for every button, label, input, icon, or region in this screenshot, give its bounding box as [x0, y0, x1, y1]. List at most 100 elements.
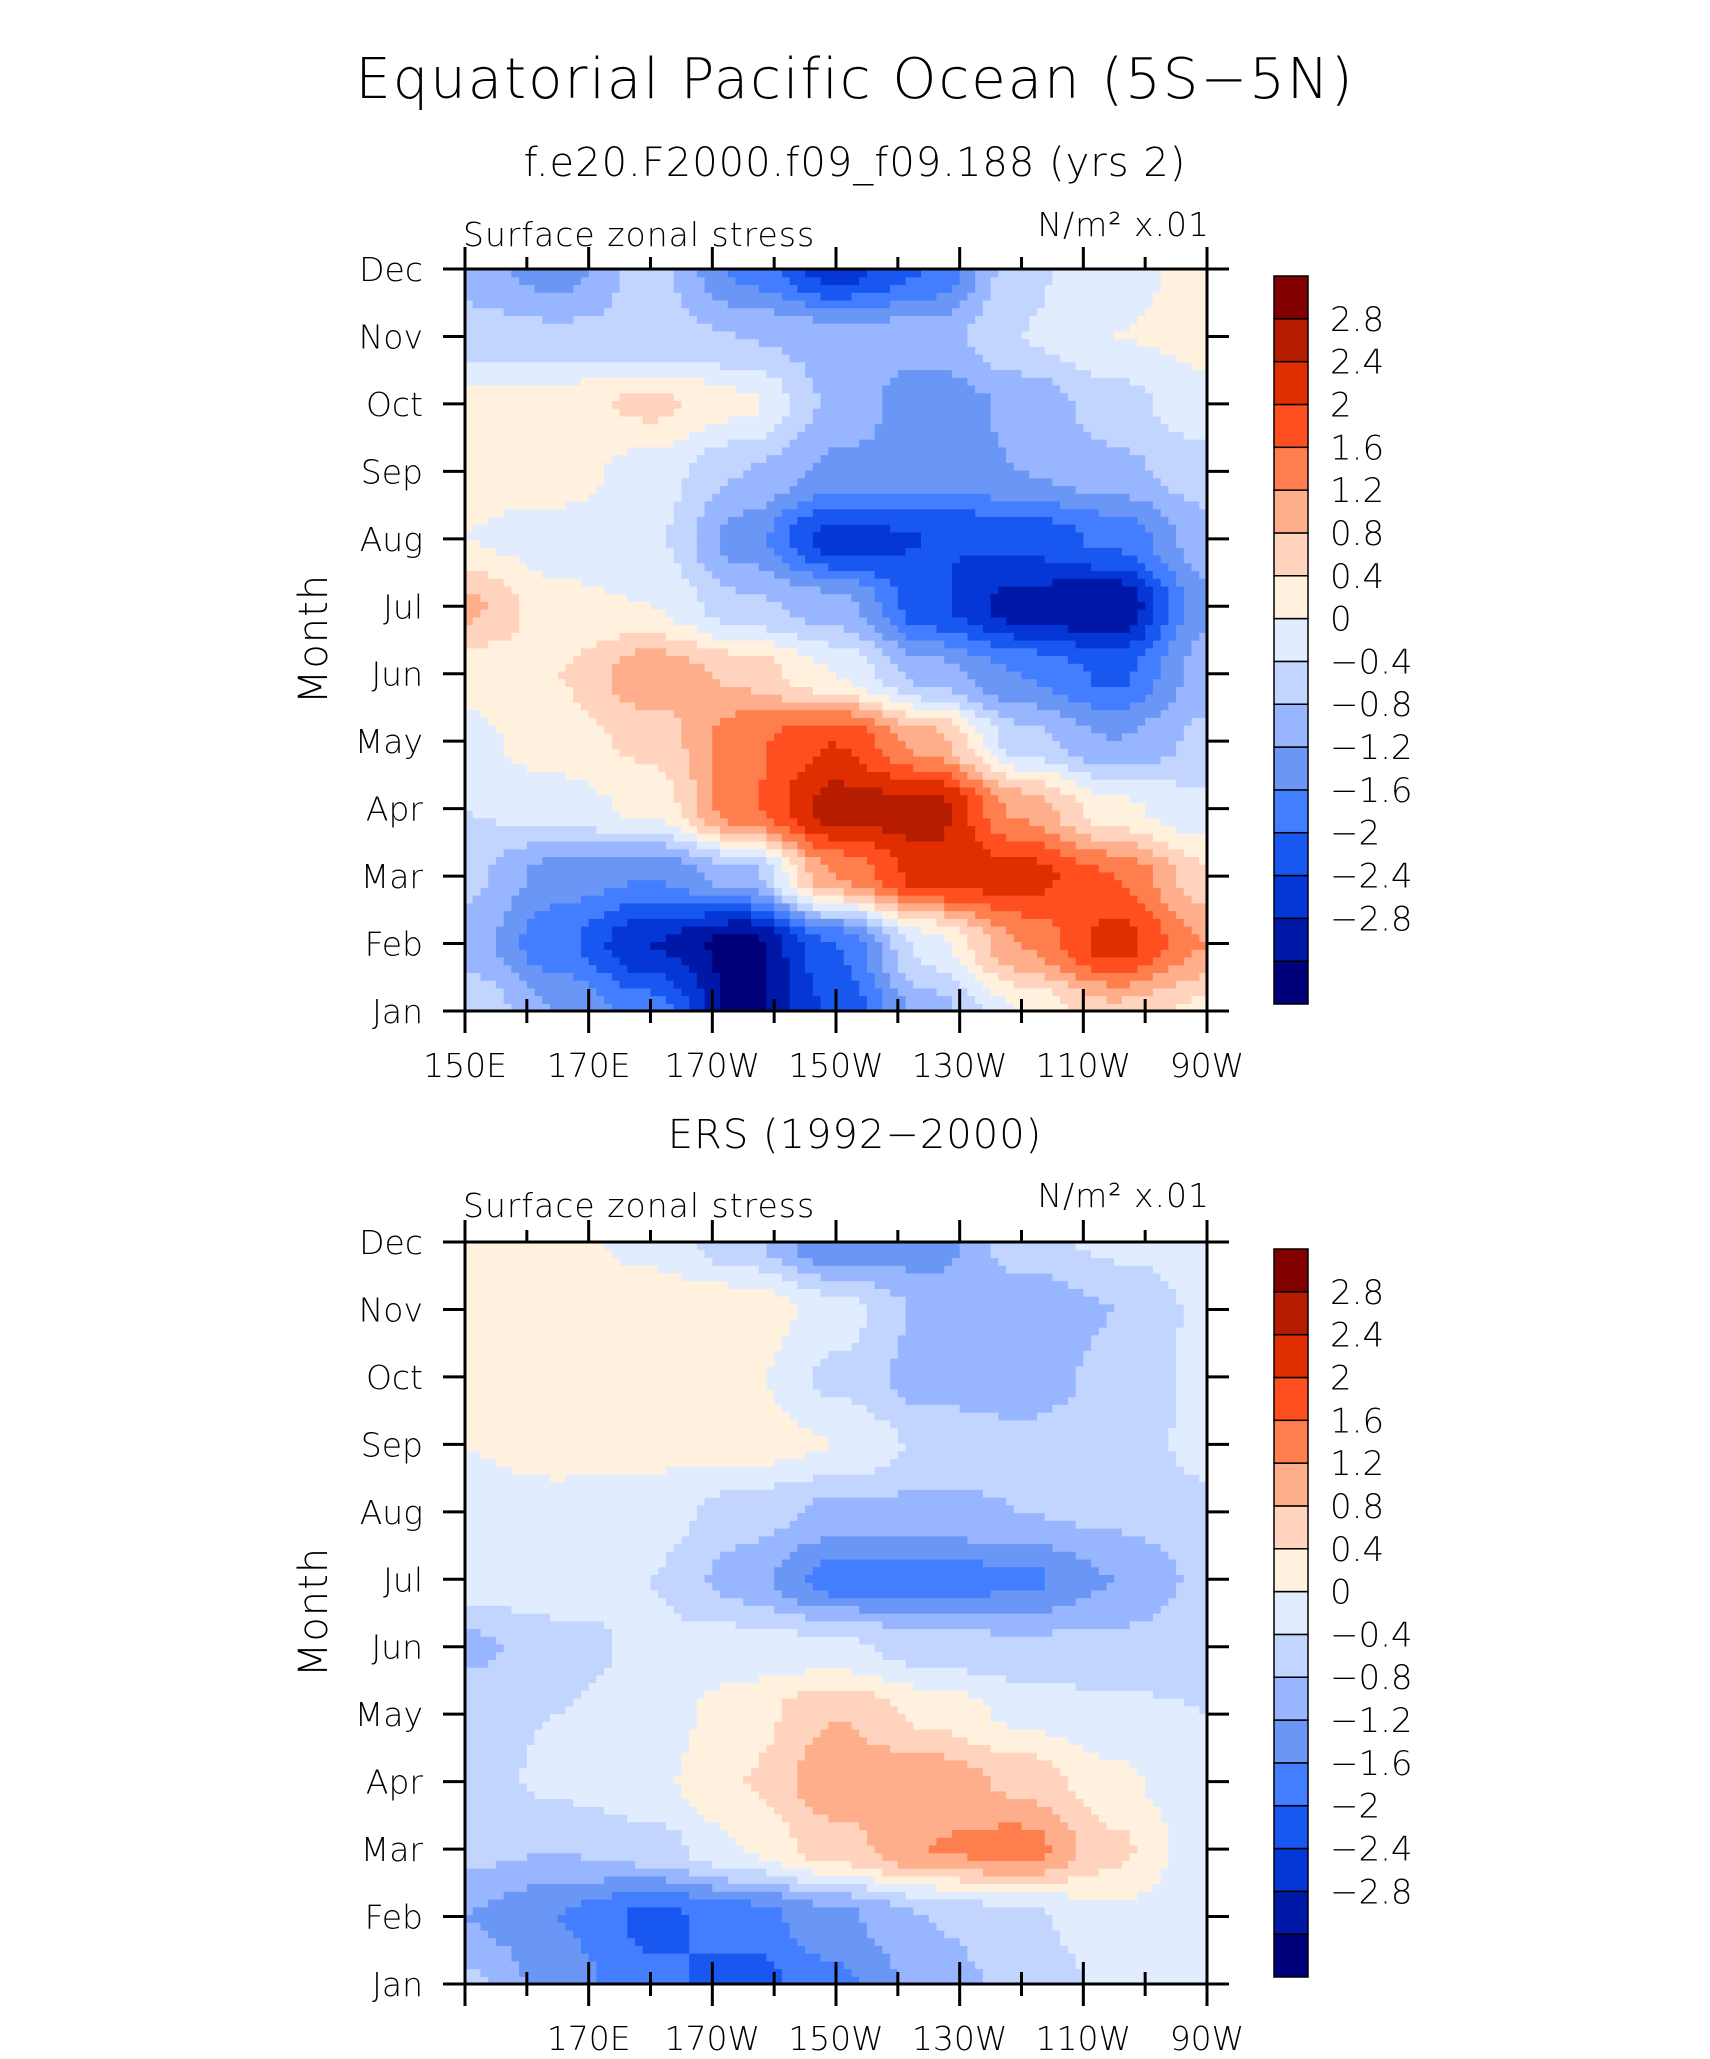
contour-cell: [781, 941, 806, 950]
contour-cell: [1083, 755, 1162, 765]
contour-cell: [990, 392, 1069, 401]
contour-cell: [1176, 539, 1208, 548]
contour-cell: [1160, 346, 1208, 355]
contour-cell: [1044, 1512, 1208, 1521]
contour-cell: [526, 918, 590, 927]
contour-cell: [820, 585, 876, 595]
contour-cell: [812, 794, 945, 803]
contour-cell: [720, 1489, 899, 1498]
contour-cell: [480, 1922, 567, 1931]
contour-cell: [1091, 431, 1185, 440]
contour-cell: [967, 338, 1030, 347]
contour-cell: [866, 941, 883, 950]
contour-cell: [588, 709, 675, 718]
contour-cell: [859, 1605, 1054, 1614]
contour-cell: [1152, 848, 1185, 858]
contour-cell: [982, 779, 999, 788]
contour-cell: [781, 840, 798, 850]
contour-cell: [897, 925, 922, 935]
contour-cell: [967, 323, 1030, 332]
colorbar-swatch: [1273, 575, 1309, 620]
contour-cell: [704, 941, 768, 950]
contour-cell: [1160, 284, 1208, 293]
contour-cell: [967, 1759, 1054, 1769]
contour-cell: [1083, 810, 1146, 819]
contour-cell: [627, 446, 706, 456]
contour-cell: [565, 771, 667, 780]
contour-cell: [1168, 941, 1208, 950]
contour-cell: [1083, 987, 1154, 997]
contour-cell: [913, 1682, 1077, 1691]
contour-cell: [743, 1775, 798, 1784]
contour-cell: [689, 887, 760, 896]
contour-cell: [565, 500, 675, 510]
contour-cell: [665, 1597, 744, 1606]
contour-cell: [704, 663, 783, 672]
y-tick-label: Jun: [371, 1628, 423, 1667]
contour-cell: [820, 748, 853, 757]
contour-cell: [465, 1667, 605, 1676]
colorbar-label: 0: [1330, 600, 1352, 640]
contour-cell: [465, 1288, 775, 1297]
contour-cell: [1176, 779, 1208, 788]
contour-cell: [1129, 493, 1185, 502]
contour-cell: [781, 554, 806, 564]
contour-cell: [1152, 833, 1208, 842]
contour-cell: [712, 570, 775, 579]
contour-cell: [1013, 964, 1061, 973]
contour-cell: [1168, 1442, 1208, 1452]
contour-cell: [689, 1976, 783, 1985]
contour-cell: [1067, 1736, 1208, 1745]
contour-cell: [1152, 539, 1177, 548]
contour-cell: [766, 833, 783, 842]
contour-cell: [1129, 794, 1208, 803]
contour-cell: [882, 1003, 907, 1012]
colorbar-swatch: [1273, 1333, 1309, 1379]
contour-cell: [720, 1821, 791, 1831]
contour-cell: [1021, 1821, 1069, 1831]
contour-cell: [673, 786, 698, 796]
contour-cell: [465, 400, 613, 409]
contour-cell: [696, 1705, 783, 1715]
contour-cell: [774, 1288, 822, 1297]
contour-cell: [951, 284, 976, 293]
y-tick-label: May: [355, 722, 423, 761]
contour-cell: [619, 392, 675, 401]
contour-cell: [975, 995, 1007, 1004]
contour-cell: [990, 415, 1077, 425]
contour-cell: [1044, 1829, 1077, 1838]
contour-cell: [944, 655, 992, 664]
contour-cell: [650, 941, 706, 950]
contour-cell: [998, 431, 1092, 440]
contour-cell: [859, 439, 999, 448]
contour-cell: [1152, 408, 1208, 417]
contour-cell: [897, 1334, 1092, 1344]
contour-cell: [866, 964, 883, 973]
contour-cell: [689, 817, 706, 827]
contour-cell: [1176, 1582, 1208, 1591]
contour-cell: [1176, 578, 1208, 587]
contour-cell: [465, 1458, 497, 1467]
contour-cell: [727, 554, 783, 564]
contour-cell: [519, 593, 628, 602]
contour-cell: [712, 763, 768, 772]
contour-cell: [805, 616, 868, 626]
contour-cell: [465, 299, 474, 309]
contour-cell: [495, 1937, 582, 1946]
contour-cell: [1075, 1388, 1177, 1398]
contour-cell: [1145, 1783, 1208, 1792]
contour-cell: [604, 1242, 698, 1251]
contour-cell: [781, 1342, 853, 1351]
contour-cell: [890, 524, 1077, 533]
contour-cell: [1145, 717, 1193, 726]
contour-cell: [727, 415, 783, 425]
contour-cell: [1044, 887, 1131, 896]
contour-cell: [951, 941, 968, 950]
contour-cell: [1145, 694, 1177, 703]
contour-cell: [704, 284, 760, 293]
contour-cell: [689, 1728, 775, 1738]
contour-cell: [465, 1481, 775, 1490]
contour-cell: [781, 663, 829, 672]
contour-cell: [542, 570, 683, 579]
contour-cell: [766, 972, 791, 981]
